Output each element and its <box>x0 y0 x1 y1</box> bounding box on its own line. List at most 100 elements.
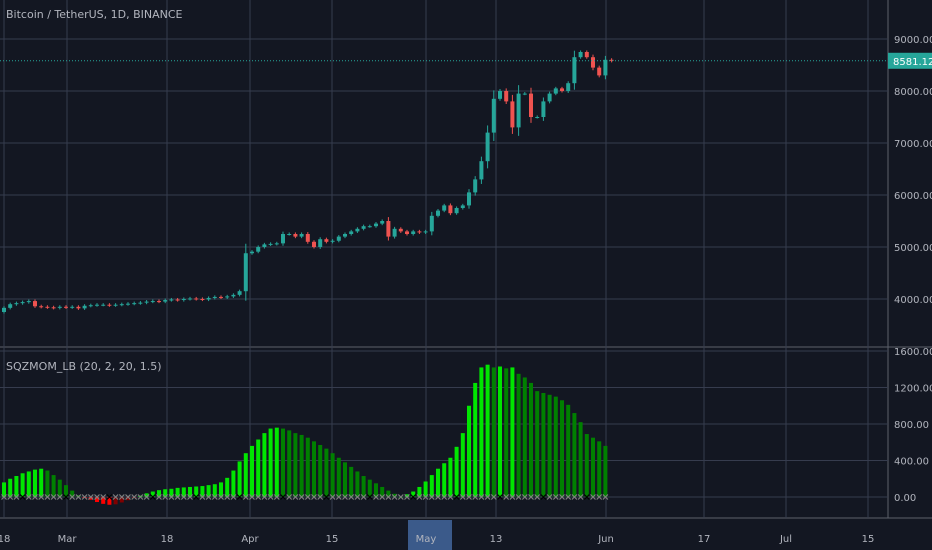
momentum-bar <box>231 470 236 497</box>
candle-body <box>429 215 434 232</box>
momentum-bar <box>194 486 199 497</box>
candle-body <box>392 228 397 237</box>
momentum-bar <box>2 482 6 497</box>
momentum-bar <box>436 468 440 497</box>
chart-title: Bitcoin / TetherUS, 1D, BINANCE <box>6 8 183 21</box>
momentum-tick-label: 0.00 <box>894 493 916 504</box>
squeeze-dot <box>1 494 7 500</box>
momentum-bar <box>566 404 571 497</box>
momentum-bar <box>157 490 161 497</box>
squeeze-dot <box>484 494 491 500</box>
candle-body <box>113 304 118 306</box>
time-tick-label: 13 <box>490 534 503 545</box>
squeeze-dot <box>112 494 119 500</box>
squeeze-dot <box>515 494 522 500</box>
candle-body <box>529 93 533 117</box>
time-tick-label: Mar <box>58 534 78 545</box>
candle-body <box>20 302 25 304</box>
momentum-bar <box>312 441 316 497</box>
momentum-bar <box>411 491 416 497</box>
momentum-bar <box>584 434 589 497</box>
last-price-label: 8581.12 <box>893 57 932 68</box>
momentum-bar <box>14 476 19 497</box>
squeeze-dot <box>552 494 559 500</box>
candle-body <box>361 226 366 229</box>
momentum-bar <box>144 493 149 497</box>
momentum-bar <box>33 469 37 497</box>
momentum-bar <box>8 478 13 497</box>
candle-body <box>603 59 608 76</box>
candle-body <box>287 234 292 235</box>
momentum-bar <box>535 391 540 497</box>
candle-body <box>163 300 168 302</box>
candle-body <box>405 231 409 234</box>
candle-body <box>417 231 422 233</box>
last-price-tag <box>888 52 932 69</box>
squeeze-dot <box>360 494 367 500</box>
price-tick-label: 8000.00 <box>894 87 932 98</box>
squeeze-dot <box>453 494 460 500</box>
squeeze-dot <box>590 494 596 500</box>
momentum-tick-label: 400.00 <box>894 457 929 468</box>
momentum-bar <box>299 434 304 497</box>
squeeze-dot <box>317 494 324 500</box>
momentum-bar <box>318 444 323 497</box>
momentum-bar <box>88 497 93 500</box>
momentum-bar <box>454 446 459 497</box>
momentum-bar <box>498 366 502 497</box>
squeeze-dot <box>335 494 342 500</box>
squeeze-dot <box>478 494 485 500</box>
squeeze-dot <box>391 494 398 500</box>
momentum-bar <box>491 367 496 497</box>
price-tick-label: 7000.00 <box>894 139 932 150</box>
momentum-bar <box>547 394 552 497</box>
squeeze-dot <box>106 494 113 500</box>
squeeze-dot <box>466 494 472 500</box>
candle-body <box>504 91 509 102</box>
momentum-bar <box>324 448 329 497</box>
selected-time-highlight <box>408 520 452 550</box>
candle-body <box>343 234 347 237</box>
squeeze-dot <box>211 494 218 500</box>
squeeze-dot <box>571 494 578 500</box>
candle-body <box>206 297 211 300</box>
candle-body <box>591 57 595 68</box>
candle-body <box>250 251 254 254</box>
price-tick-label: 9000.00 <box>894 35 932 46</box>
squeeze-dot <box>509 494 516 500</box>
momentum-bar <box>380 486 385 497</box>
momentum-bar <box>281 428 285 497</box>
candle-body <box>516 93 521 128</box>
candle-body <box>76 306 81 309</box>
momentum-bar <box>603 445 608 497</box>
candle-body <box>312 241 316 247</box>
squeeze-dot <box>149 494 156 500</box>
candle-body <box>336 236 341 241</box>
squeeze-dot <box>329 494 336 500</box>
momentum-bar <box>126 497 130 501</box>
squeeze-dot <box>187 494 193 500</box>
candle-body <box>181 299 186 301</box>
squeeze-dot <box>156 494 162 500</box>
momentum-bar <box>268 428 273 497</box>
candle-body <box>510 101 515 128</box>
candle-body <box>609 59 614 61</box>
time-tick-label: Jul <box>779 534 792 545</box>
squeeze-dot <box>100 494 107 500</box>
squeeze-dot <box>162 494 169 500</box>
candle-body <box>51 307 56 309</box>
candle-body <box>14 303 19 305</box>
candle-body <box>45 306 50 308</box>
momentum-bar <box>243 453 248 497</box>
candle-body <box>374 223 378 227</box>
momentum-bar <box>175 487 180 497</box>
momentum-bar <box>467 405 471 497</box>
candle-body <box>33 301 37 307</box>
candle-body <box>553 88 558 94</box>
squeeze-dot <box>577 494 584 500</box>
time-tick-label: 17 <box>698 534 711 545</box>
candle-body <box>144 301 149 303</box>
momentum-bar <box>405 494 409 497</box>
candle-body <box>95 304 99 306</box>
